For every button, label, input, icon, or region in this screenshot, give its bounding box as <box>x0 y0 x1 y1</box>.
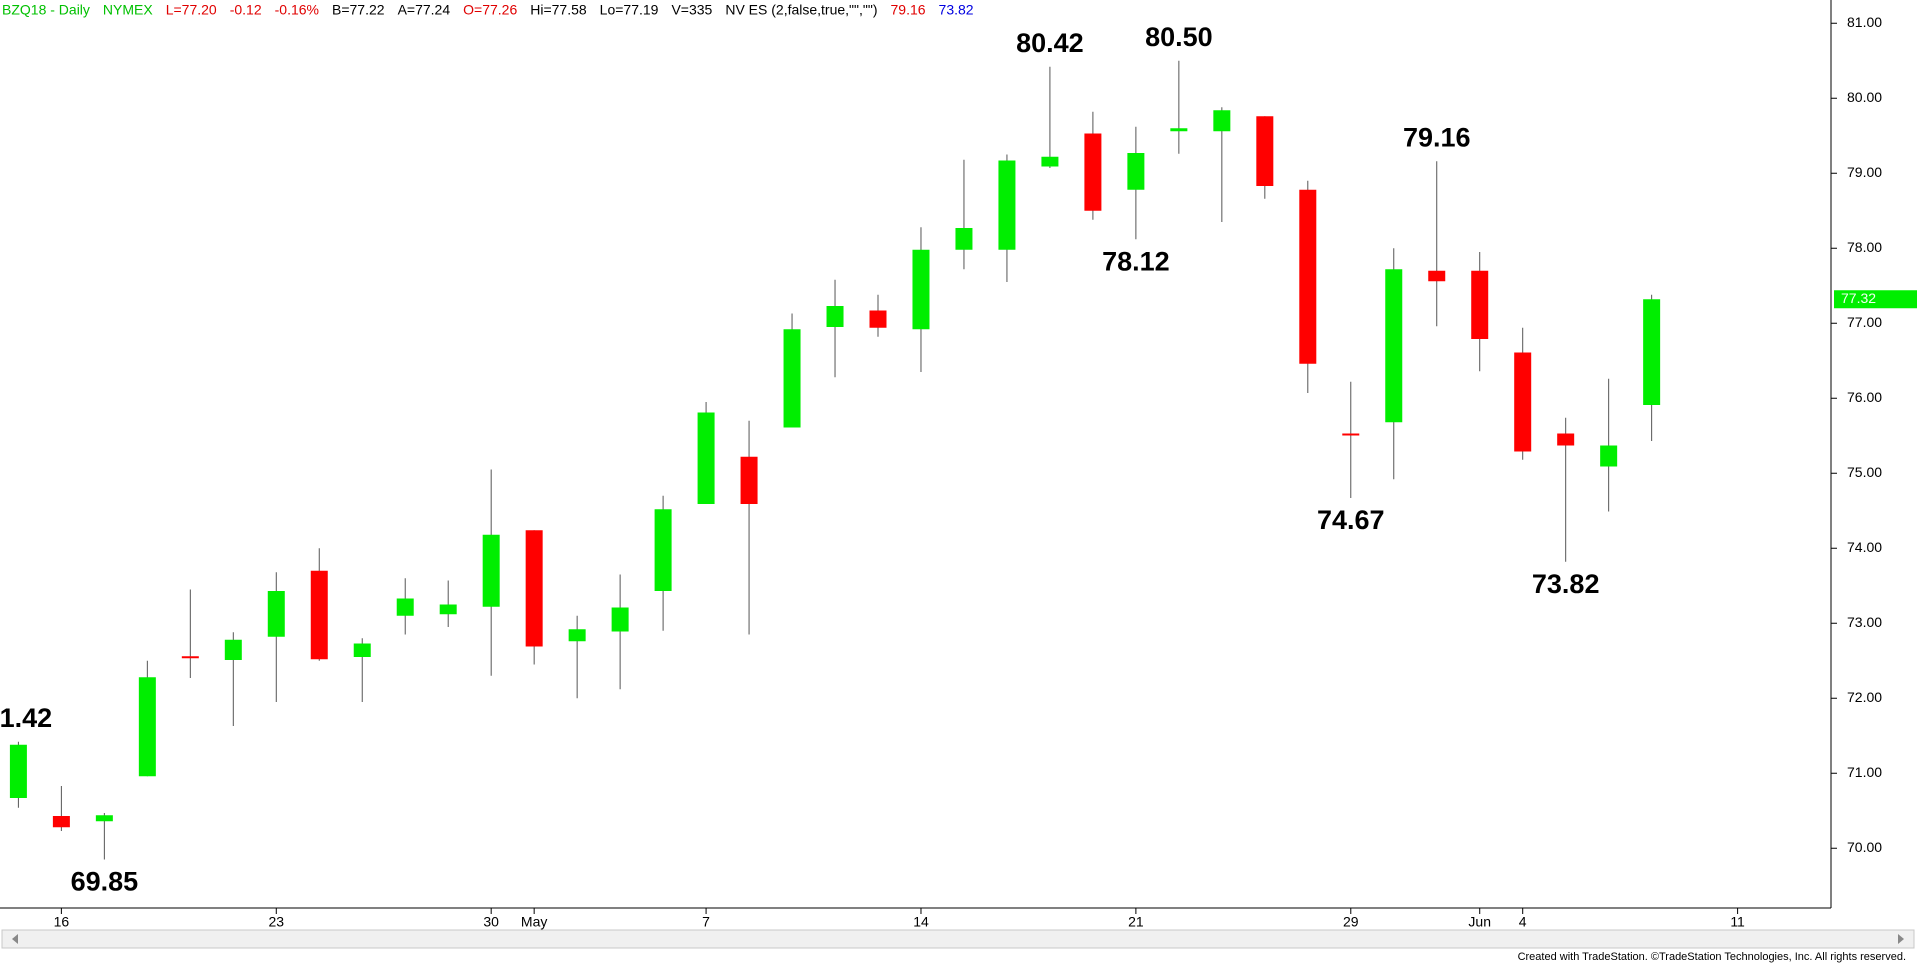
low-label: 74.67 <box>1317 505 1385 535</box>
candle-body <box>826 306 844 327</box>
candle-body <box>482 534 500 607</box>
candle-body <box>955 228 973 250</box>
header-item: A=77.24 <box>398 2 451 18</box>
header-item: -0.16% <box>275 2 319 18</box>
header-item: -0.12 <box>230 2 262 18</box>
last-price-marker <box>1834 290 1917 309</box>
high-label: 80.42 <box>1016 28 1084 58</box>
x-tick-label: 30 <box>483 914 499 930</box>
x-tick-label: 21 <box>1128 914 1144 930</box>
candle-body <box>224 639 242 660</box>
scrollbar[interactable] <box>1 929 1915 949</box>
candle-body <box>267 591 285 637</box>
candle-body <box>52 816 70 828</box>
candle-body <box>1299 189 1317 364</box>
y-tick-label: 80.00 <box>1847 89 1882 105</box>
candle-body <box>654 509 672 591</box>
header-item: 79.16 <box>891 2 926 18</box>
candle-body <box>1213 110 1231 132</box>
x-tick-label: 4 <box>1519 914 1527 930</box>
y-tick-label: 73.00 <box>1847 614 1882 630</box>
y-tick-label: 78.00 <box>1847 239 1882 255</box>
high-label: 71.42 <box>0 703 52 733</box>
candle-body <box>568 629 586 642</box>
y-tick-label: 74.00 <box>1847 539 1882 555</box>
candle-body <box>353 643 371 657</box>
header-item: Lo=77.19 <box>600 2 659 18</box>
candle-body <box>1170 128 1188 132</box>
header-item: 73.82 <box>939 2 974 18</box>
header-item: NV ES (2,false,true,"","") <box>725 2 877 18</box>
y-tick-label: 77.00 <box>1847 314 1882 330</box>
candle-body <box>1342 433 1360 436</box>
high-label: 80.50 <box>1145 22 1213 52</box>
header: BZQ18 - Daily NYMEX L=77.20 -0.12 -0.16% B=77… <box>2 2 974 18</box>
low-label: 73.82 <box>1532 569 1600 599</box>
candle-body <box>310 570 328 660</box>
last-price-label: 77.32 <box>1841 290 1876 306</box>
x-tick-label: 23 <box>268 914 284 930</box>
candle-body <box>95 815 113 822</box>
header-item: O=77.26 <box>463 2 517 18</box>
low-label: 78.12 <box>1102 246 1170 276</box>
candle-body <box>1557 433 1575 446</box>
candle-body <box>1643 299 1661 405</box>
y-tick-label: 75.00 <box>1847 464 1882 480</box>
y-tick-label: 76.00 <box>1847 389 1882 405</box>
y-tick-label: 70.00 <box>1847 839 1882 855</box>
candle-body <box>697 412 715 504</box>
header-item: B=77.22 <box>332 2 385 18</box>
high-label: 79.16 <box>1403 122 1471 152</box>
y-tick-label: 81.00 <box>1847 14 1882 30</box>
y-tick-label: 79.00 <box>1847 164 1882 180</box>
header-item: Hi=77.58 <box>530 2 587 18</box>
candle-body <box>1428 270 1446 282</box>
x-tick-label: 29 <box>1343 914 1359 930</box>
candle-body <box>1514 352 1532 452</box>
x-tick-label: 7 <box>702 914 710 930</box>
candle-body <box>1256 116 1274 186</box>
candle-body <box>912 249 930 330</box>
x-tick-label: 16 <box>54 914 70 930</box>
scroll-left[interactable] <box>12 934 18 944</box>
candle-body <box>138 677 156 777</box>
x-tick-label: 14 <box>913 914 929 930</box>
candle-body <box>396 598 414 616</box>
candle-body <box>9 744 27 798</box>
x-tick-label: May <box>521 914 547 930</box>
y-tick-label: 71.00 <box>1847 764 1882 780</box>
candle-body <box>998 160 1016 250</box>
x-tick-label: 11 <box>1730 914 1745 930</box>
candle-body <box>439 604 457 615</box>
header-item: L=77.20 <box>166 2 217 18</box>
candle-body <box>740 456 758 504</box>
x-tick-label: Jun <box>1468 914 1491 930</box>
candle-body <box>181 656 199 659</box>
candle-body <box>1084 133 1102 211</box>
candle-body <box>783 329 801 428</box>
low-label: 69.85 <box>71 867 139 897</box>
candle-body <box>1127 153 1145 190</box>
y-tick-label: 72.00 <box>1847 689 1882 705</box>
header-item: V=335 <box>671 2 712 18</box>
scroll-right[interactable] <box>1898 934 1904 944</box>
candle-body <box>1600 445 1618 467</box>
footer: Created with TradeStation. ©TradeStation… <box>1518 951 1906 963</box>
candle-body <box>1041 156 1059 167</box>
candle-body <box>869 310 887 328</box>
candle-body <box>1471 270 1489 339</box>
candle-body <box>1385 269 1403 423</box>
header-item: NYMEX <box>103 2 153 18</box>
candle-body <box>525 530 543 647</box>
header-item: BZQ18 - Daily <box>2 2 90 18</box>
candle-body <box>611 607 629 632</box>
